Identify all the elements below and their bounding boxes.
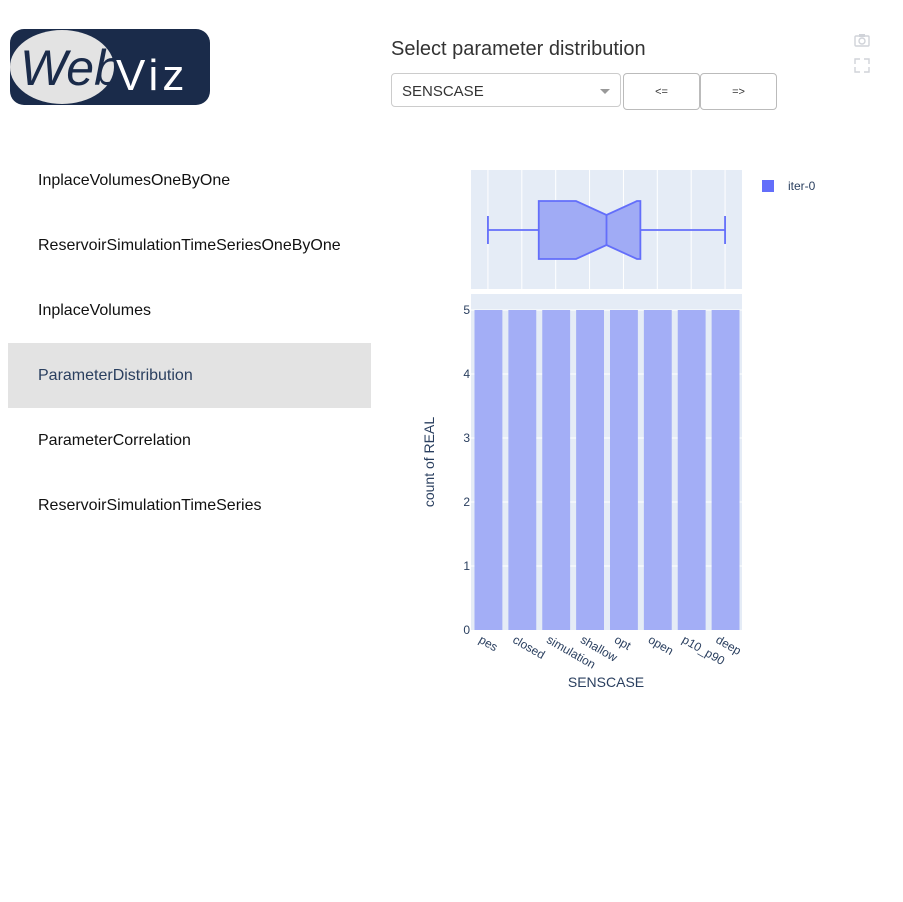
sidebar-nav: InplaceVolumesOneByOne ReservoirSimulati… <box>8 148 371 538</box>
sidebar-item-inplace-volumes[interactable]: InplaceVolumes <box>38 302 151 319</box>
chart-modebar <box>854 34 870 73</box>
box-plot-body <box>537 200 642 260</box>
camera-icon[interactable] <box>854 34 870 47</box>
sidebar-item-reservoir-simulation-time-series[interactable]: ReservoirSimulationTimeSeries <box>38 497 262 514</box>
histogram-bar <box>677 310 706 630</box>
histogram-bar <box>474 310 503 630</box>
legend-swatch <box>762 180 774 192</box>
y-tick-label: 1 <box>463 559 470 573</box>
histogram-bar <box>576 310 604 630</box>
section-title: Select parameter distribution <box>391 38 646 60</box>
sidebar-item-parameter-distribution[interactable]: ParameterDistribution <box>8 343 371 408</box>
histogram-bar <box>643 310 672 630</box>
y-tick-label: 4 <box>463 367 470 381</box>
previous-parameter-button[interactable]: <= <box>623 73 700 110</box>
histogram-bar <box>711 310 740 630</box>
sidebar-item-inplace-volumes-one-by-one[interactable]: InplaceVolumesOneByOne <box>38 172 231 189</box>
parameter-dropdown[interactable]: SENSCASE <box>391 73 621 107</box>
webviz-logo: Web Viz <box>10 29 210 105</box>
legend-label: iter-0 <box>788 179 816 193</box>
x-tick-label: closed <box>510 632 547 661</box>
histogram-bar <box>508 310 537 630</box>
x-tick-label: open <box>646 632 676 657</box>
next-parameter-button[interactable]: => <box>700 73 777 110</box>
sidebar-item-parameter-correlation[interactable]: ParameterCorrelation <box>38 432 191 449</box>
y-tick-label: 2 <box>463 495 470 509</box>
logo-text-web: Web <box>20 40 122 96</box>
x-tick-label: pes <box>476 632 500 654</box>
autoscale-icon[interactable] <box>854 58 870 73</box>
parameter-dropdown-value: SENSCASE <box>402 83 484 100</box>
y-axis-title: count of REAL <box>421 417 437 507</box>
histogram-bar <box>542 310 571 630</box>
x-axis-title: SENSCASE <box>568 674 644 690</box>
y-tick-label: 0 <box>463 623 470 637</box>
y-tick-label: 3 <box>463 431 470 445</box>
histogram-bar <box>610 310 638 630</box>
y-tick-label: 5 <box>463 303 470 317</box>
logo-text-viz: Viz <box>116 51 188 100</box>
chevron-down-icon[interactable] <box>600 89 610 94</box>
sidebar-item-reservoir-simulation-time-series-one-by-one[interactable]: ReservoirSimulationTimeSeriesOneByOne <box>38 237 341 254</box>
